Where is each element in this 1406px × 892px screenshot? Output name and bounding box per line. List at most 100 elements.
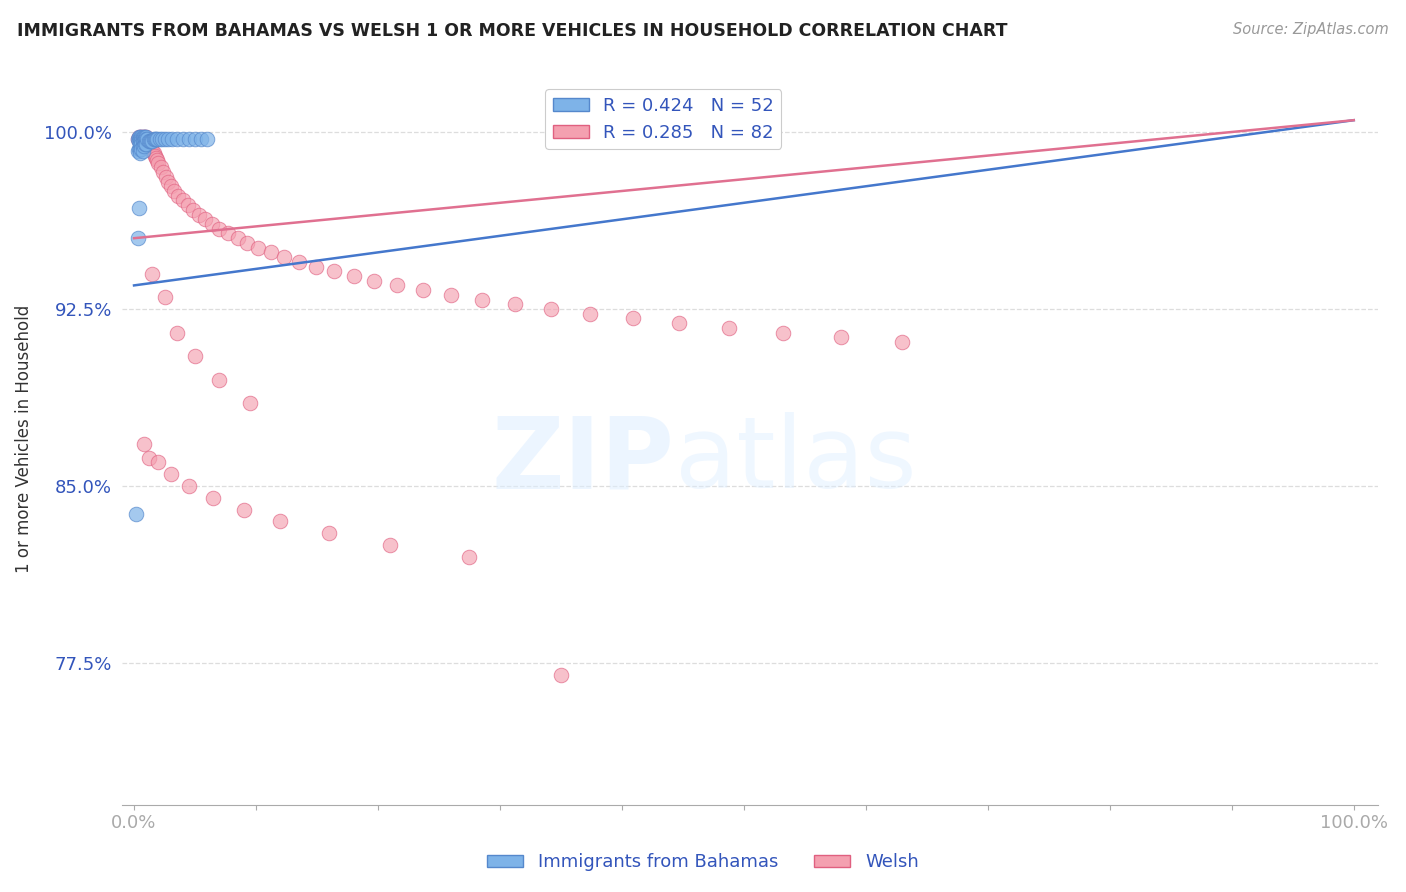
Point	[134, 132, 156, 146]
Point	[131, 135, 153, 149]
Point	[139, 135, 162, 149]
Point	[202, 491, 225, 505]
Point	[184, 132, 207, 146]
Point	[134, 129, 156, 144]
Point	[129, 129, 152, 144]
Point	[891, 334, 914, 349]
Point	[135, 129, 157, 144]
Point	[131, 144, 153, 158]
Point	[127, 231, 149, 245]
Point	[160, 132, 183, 146]
Point	[550, 668, 572, 682]
Point	[247, 241, 270, 255]
Point	[190, 132, 212, 146]
Point	[184, 349, 207, 363]
Point	[143, 148, 166, 162]
Point	[141, 135, 163, 149]
Point	[342, 268, 364, 283]
Point	[129, 146, 152, 161]
Point	[136, 132, 159, 146]
Text: atlas: atlas	[675, 412, 917, 509]
Point	[131, 135, 153, 149]
Point	[146, 153, 169, 168]
Point	[239, 396, 262, 410]
Point	[132, 436, 155, 450]
Point	[131, 139, 153, 153]
Point	[131, 132, 153, 146]
Point	[471, 293, 494, 307]
Point	[718, 321, 741, 335]
Point	[128, 141, 150, 155]
Point	[131, 132, 153, 146]
Point	[440, 288, 463, 302]
Point	[323, 264, 346, 278]
Point	[145, 151, 167, 165]
Point	[129, 129, 152, 144]
Point	[135, 132, 157, 146]
Point	[129, 136, 152, 151]
Point	[149, 161, 172, 175]
Point	[135, 135, 157, 149]
Legend: R = 0.424   N = 52, R = 0.285   N = 82: R = 0.424 N = 52, R = 0.285 N = 82	[546, 89, 782, 149]
Point	[159, 179, 181, 194]
Point	[132, 132, 155, 146]
Point	[208, 373, 231, 387]
Point	[135, 132, 157, 146]
Point	[129, 132, 152, 146]
Point	[149, 132, 172, 146]
Text: ZIP: ZIP	[492, 412, 675, 509]
Point	[132, 129, 155, 144]
Point	[187, 208, 209, 222]
Point	[172, 132, 194, 146]
Point	[131, 132, 153, 146]
Point	[139, 139, 162, 153]
Point	[141, 267, 163, 281]
Point	[172, 194, 194, 208]
Point	[132, 129, 155, 144]
Text: Source: ZipAtlas.com: Source: ZipAtlas.com	[1233, 22, 1389, 37]
Point	[129, 132, 152, 146]
Point	[128, 201, 150, 215]
Point	[146, 132, 169, 146]
Point	[668, 316, 690, 330]
Point	[131, 132, 153, 146]
Point	[148, 455, 170, 469]
Point	[579, 307, 602, 321]
Legend: Immigrants from Bahamas, Welsh: Immigrants from Bahamas, Welsh	[479, 847, 927, 879]
Point	[135, 129, 157, 144]
Point	[363, 274, 385, 288]
Point	[181, 202, 204, 217]
Point	[135, 136, 157, 151]
Point	[142, 146, 165, 161]
Point	[177, 132, 200, 146]
Point	[380, 538, 402, 552]
Point	[131, 136, 153, 151]
Point	[273, 250, 295, 264]
Point	[131, 129, 153, 144]
Point	[129, 141, 152, 155]
Point	[131, 129, 153, 144]
Point	[141, 144, 163, 158]
Point	[287, 255, 309, 269]
Point	[155, 169, 177, 184]
Point	[125, 508, 148, 522]
Point	[132, 135, 155, 149]
Point	[127, 144, 149, 158]
Point	[131, 141, 153, 155]
Point	[232, 502, 254, 516]
Y-axis label: 1 or more Vehicles in Household: 1 or more Vehicles in Household	[15, 305, 32, 573]
Point	[194, 212, 217, 227]
Point	[166, 132, 188, 146]
Point	[150, 132, 173, 146]
Point	[128, 129, 150, 144]
Point	[201, 217, 224, 231]
Point	[139, 135, 162, 149]
Point	[157, 175, 180, 189]
Point	[128, 132, 150, 146]
Point	[136, 135, 159, 149]
Point	[163, 184, 186, 198]
Point	[236, 235, 259, 250]
Point	[226, 231, 249, 245]
Point	[134, 129, 156, 144]
Point	[142, 132, 165, 146]
